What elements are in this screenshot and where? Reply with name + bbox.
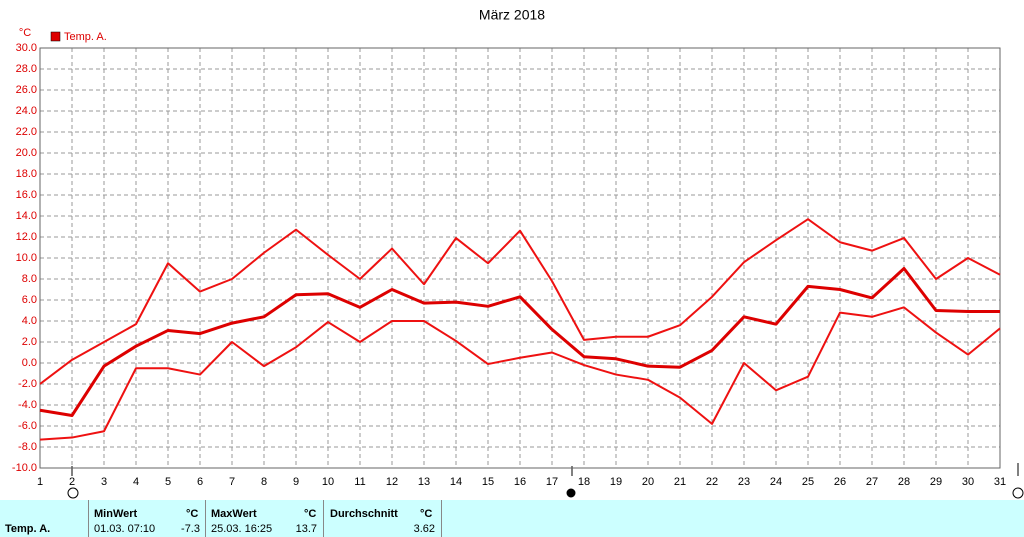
time: 25.03. 16:25: [211, 523, 273, 535]
x-tick-label: 16: [514, 476, 526, 488]
series-line: [39, 306, 1001, 441]
y-tick-label: 2.0: [22, 336, 37, 348]
x-tick-label: 31: [994, 476, 1006, 488]
x-tick-label: 4: [133, 476, 139, 488]
y-tick-label: -2.0: [18, 378, 37, 390]
y-tick-label: 24.0: [16, 105, 37, 117]
marker: [67, 487, 79, 499]
y-tick-label: 8.0: [22, 273, 37, 285]
x-tick-label: 23: [738, 476, 750, 488]
chart: März 2018 °C Temp. A. -10.0 -8.0 -6.0 -4.0 -…: [12, 7, 1024, 499]
y-tick-label: 10.0: [16, 252, 37, 264]
unit: °C: [304, 508, 317, 520]
x-tick-label: 1: [37, 476, 43, 488]
x-tick-label: 8: [261, 476, 267, 488]
chart-title: März 2018: [479, 7, 545, 23]
marker: [566, 488, 576, 498]
x-tick-label: 29: [930, 476, 942, 488]
series-line: [39, 218, 1001, 385]
series-line: [39, 267, 1000, 417]
x-tick-label: 9: [293, 476, 299, 488]
y-tick-label: -6.0: [18, 420, 37, 432]
y-tick-label: -8.0: [18, 441, 37, 453]
unit: °C: [420, 508, 433, 520]
y-tick-label: 14.0: [16, 210, 37, 222]
value: 3.62: [413, 523, 435, 535]
x-tick-label: 18: [578, 476, 590, 488]
summary-table: Temp. A. MinWert °C 01.03. 07:10 -7.3 Ma…: [0, 500, 1024, 537]
y-tick-label: -10.0: [12, 462, 37, 474]
x-tick-label: 24: [770, 476, 782, 488]
separator: [205, 500, 206, 537]
x-tick-label: 28: [898, 476, 910, 488]
y-tick-label: 18.0: [16, 168, 37, 180]
x-tick-label: 7: [229, 476, 235, 488]
header: Durchschnitt: [330, 508, 398, 520]
x-tick-label: 12: [386, 476, 398, 488]
x-tick-label: 11: [354, 476, 365, 488]
x-tick-label: 15: [482, 476, 494, 488]
unit: °C: [186, 508, 199, 520]
y-tick-label: 26.0: [16, 84, 37, 96]
x-tick-label: 3: [101, 476, 107, 488]
legend-label: Temp. A.: [64, 31, 107, 43]
x-tick-label: 2: [69, 476, 75, 488]
x-tick-label: 13: [418, 476, 430, 488]
x-tick-label: 17: [546, 476, 558, 488]
y-unit: °C: [19, 27, 31, 39]
marker: [1012, 487, 1024, 499]
x-tick-label: 22: [706, 476, 718, 488]
y-tick-label: 4.0: [22, 315, 37, 327]
x-tick-label: 10: [322, 476, 334, 488]
x-tick-label: 14: [450, 476, 462, 488]
y-tick-label: 30.0: [16, 42, 37, 54]
x-tick-label: 21: [674, 476, 686, 488]
legend-swatch: [50, 31, 61, 42]
separator: [88, 500, 89, 537]
y-tick-label: 20.0: [16, 147, 37, 159]
x-tick-label: 30: [962, 476, 974, 488]
plot-frame: [39, 47, 1001, 469]
y-tick-label: 28.0: [16, 63, 37, 75]
y-tick-label: 22.0: [16, 126, 37, 138]
x-tick-label: 6: [197, 476, 203, 488]
header: MinWert: [94, 508, 138, 520]
y-tick-label: -4.0: [18, 399, 37, 411]
value: 13.7: [295, 523, 317, 535]
y-tick-label: 16.0: [16, 189, 37, 201]
y-tick-label: 6.0: [22, 294, 37, 306]
x-tick-label: 25: [802, 476, 814, 488]
y-tick-label: 0.0: [22, 357, 37, 369]
x-tick-label: 27: [866, 476, 878, 488]
time: 01.03. 07:10: [94, 523, 156, 535]
value: -7.3: [181, 523, 200, 535]
x-tick-label: 20: [642, 476, 654, 488]
markers: [67, 463, 1024, 499]
separator: [323, 500, 324, 537]
separator: [441, 500, 442, 537]
header: MaxWert: [211, 508, 257, 520]
row-label: Temp. A.: [5, 523, 51, 535]
x-tick-label: 26: [834, 476, 846, 488]
x-tick-label: 5: [165, 476, 171, 488]
y-tick-label: 12.0: [16, 231, 37, 243]
x-tick-label: 19: [610, 476, 622, 488]
